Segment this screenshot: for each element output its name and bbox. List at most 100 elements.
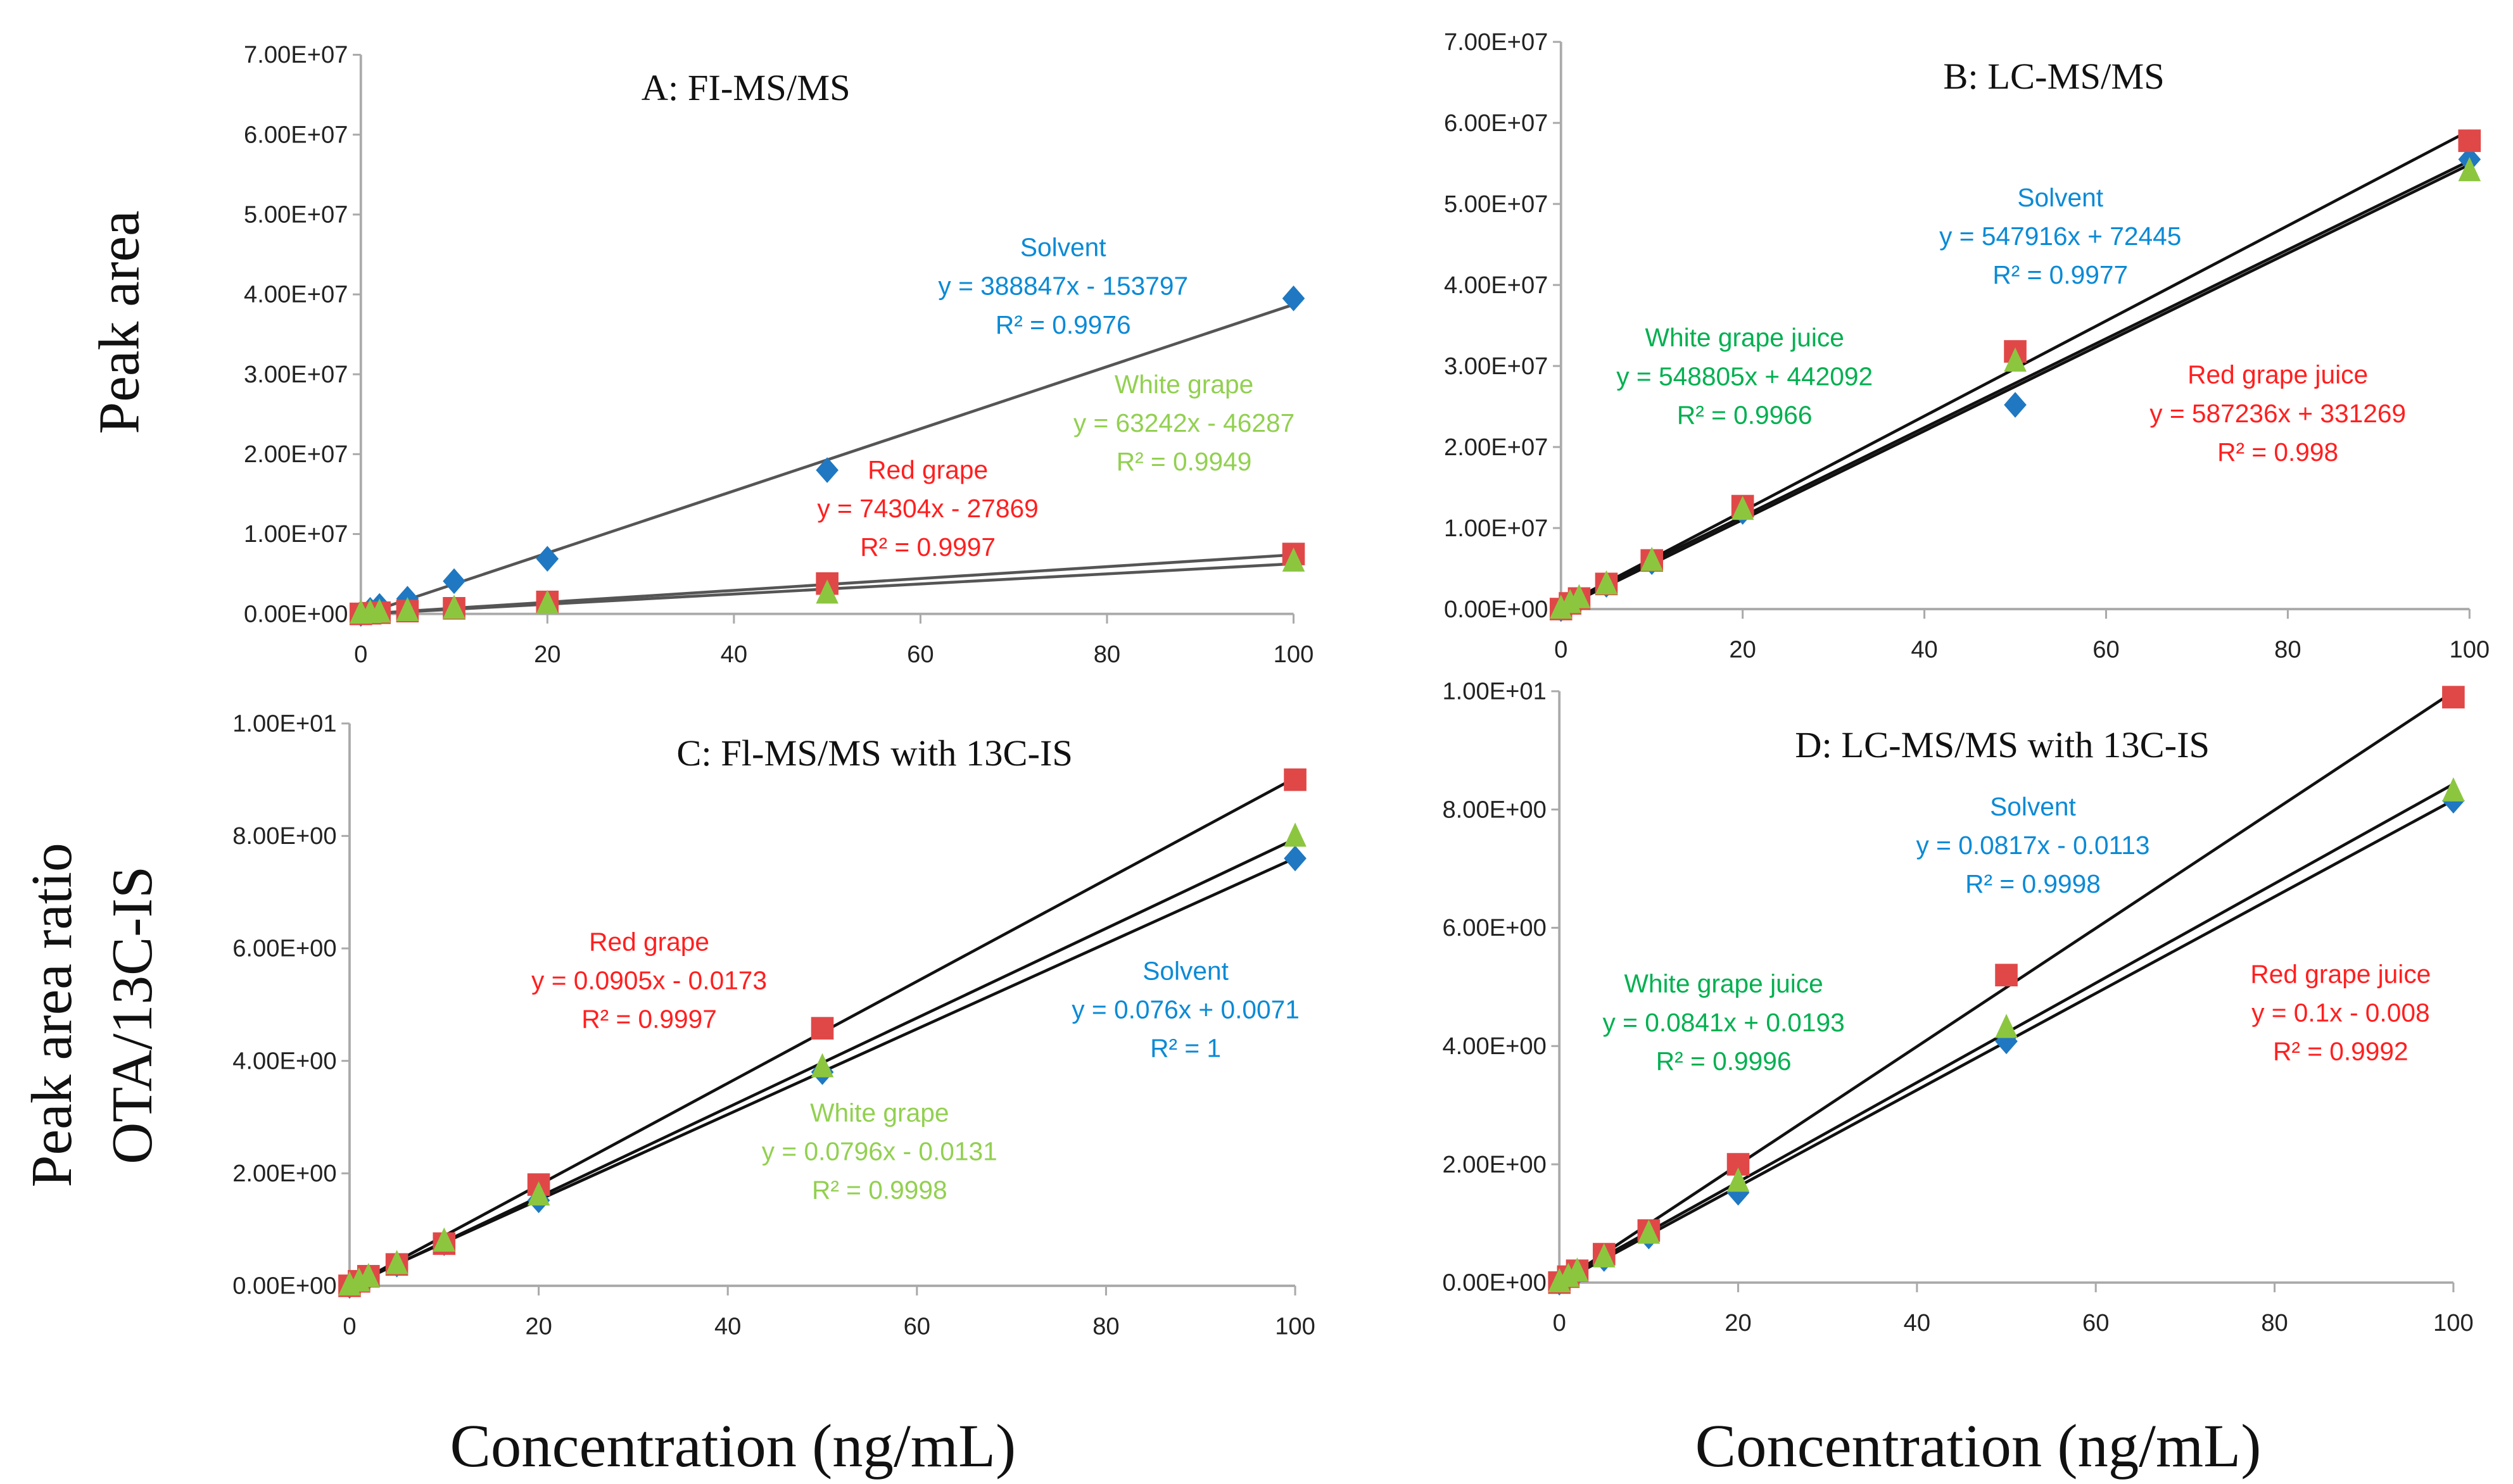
data-point-white-grape [443, 594, 465, 619]
panel-title: D: LC-MS/MS with 13C-IS [1795, 724, 2210, 765]
data-point-white-grape-juice [1995, 1014, 2018, 1038]
annotation-solvent-label: Solvent [1990, 792, 2076, 821]
y-tick-label: 6.00E+00 [232, 935, 336, 962]
annotation-red-grape-r2: R² = 0.9997 [860, 532, 996, 562]
x-tick-label: 100 [1275, 1312, 1315, 1340]
x-tick-label: 100 [2433, 1309, 2474, 1336]
data-point-solvent [1282, 285, 1305, 311]
annotation-white-grape-label: White grape [810, 1098, 949, 1127]
y-tick-label: 2.00E+00 [232, 1160, 336, 1187]
annotation-red-grape-juice-r2: R² = 0.9992 [2273, 1037, 2409, 1066]
data-point-white-grape [1284, 822, 1307, 847]
annotation-red-grape-equation: y = 74304x - 27869 [817, 494, 1038, 523]
data-point-white-grape [368, 598, 391, 623]
y-tick-label: 1.00E+01 [1442, 678, 1546, 705]
panel-title: C: Fl-MS/MS with 13C-IS [676, 733, 1073, 774]
y-axis-title-bottom-line1: Peak area ratio [19, 843, 84, 1187]
panel-title: A: FI-MS/MS [642, 67, 851, 108]
annotation-solvent-label: Solvent [1143, 956, 1229, 985]
x-axis-title-left: Concentration (ng/mL) [450, 1412, 1016, 1480]
x-tick-label: 60 [904, 1312, 930, 1340]
x-tick-label: 0 [354, 641, 367, 668]
data-point-white-grape-juice [1567, 584, 1591, 608]
y-tick-label: 2.00E+00 [1442, 1151, 1546, 1178]
data-point-white-grape [396, 596, 419, 622]
x-tick-label: 20 [1725, 1309, 1751, 1336]
annotation-red-grape-juice-label: Red grape juice [2250, 959, 2431, 988]
y-tick-label: 4.00E+07 [244, 281, 348, 308]
y-axis-title-top: Peak area [87, 210, 151, 434]
annotation-red-grape-juice-equation: y = 0.1x - 0.008 [2251, 998, 2430, 1028]
annotation-solvent-equation: y = 0.0817x - 0.0113 [1916, 831, 2150, 860]
data-point-white-grape-juice [1566, 1257, 1589, 1282]
y-tick-label: 2.00E+07 [1444, 434, 1548, 461]
y-tick-label: 4.00E+07 [1444, 272, 1548, 299]
annotation-solvent-label: Solvent [2017, 183, 2103, 212]
y-tick-label: 7.00E+07 [244, 41, 348, 68]
y-tick-label: 5.00E+07 [1444, 191, 1548, 218]
trendline-red-grape-juice [1558, 690, 2455, 1285]
data-point-white-grape [385, 1250, 408, 1274]
data-point-white-grape-juice [2442, 777, 2465, 802]
x-tick-label: 60 [907, 641, 934, 668]
annotation-white-grape-juice-label: White grape juice [1624, 969, 1823, 998]
annotation-solvent-label: Solvent [1020, 233, 1106, 262]
data-point-red-grape [1284, 768, 1307, 791]
annotation-solvent-equation: y = 388847x - 153797 [938, 272, 1188, 301]
data-point-white-grape-juice [1726, 1167, 1750, 1192]
y-tick-label: 3.00E+07 [1444, 353, 1548, 380]
annotation-red-grape-juice-r2: R² = 0.998 [2217, 437, 2338, 467]
x-tick-label: 80 [1092, 1312, 1119, 1340]
data-point-white-grape-juice [1637, 1219, 1661, 1244]
y-tick-label: 5.00E+07 [244, 201, 348, 229]
y-tick-label: 6.00E+00 [1442, 914, 1546, 941]
data-point-solvent [443, 568, 465, 594]
y-tick-label: 4.00E+00 [1442, 1033, 1546, 1060]
x-tick-label: 60 [2092, 636, 2119, 663]
chart-panel-a: 0.00E+00 1.00E+07 2.00E+07 3.00E+07 4.00E+07… [244, 41, 1313, 668]
data-point-white-grape [433, 1227, 456, 1252]
x-tick-label: 0 [343, 1312, 356, 1340]
y-tick-label: 6.00E+07 [244, 121, 348, 148]
annotation-solvent-r2: R² = 0.9976 [996, 310, 1131, 339]
data-point-white-grape-juice [1731, 495, 1754, 520]
data-point-white-grape-juice [1640, 546, 1664, 571]
x-tick-label: 40 [721, 641, 747, 668]
annotation-white-grape-r2: R² = 0.9998 [812, 1176, 947, 1205]
trendline-solvent [1560, 163, 2471, 610]
annotation-solvent-r2: R² = 0.9977 [1992, 260, 2128, 289]
data-point-red-grape-juice [1995, 964, 2018, 986]
y-tick-label: 1.00E+07 [1444, 515, 1548, 542]
y-tick-label: 3.00E+07 [244, 361, 348, 388]
chart-panel-d: 0.00E+00 2.00E+00 4.00E+00 6.00E+00 8.00E+00… [1442, 678, 2473, 1337]
data-point-solvent [1284, 845, 1307, 872]
x-tick-label: 60 [2082, 1309, 2109, 1336]
y-tick-label: 4.00E+00 [232, 1047, 336, 1074]
y-tick-label: 0.00E+00 [1444, 596, 1548, 623]
x-tick-label: 20 [525, 1312, 552, 1340]
y-tick-label: 0.00E+00 [1442, 1269, 1546, 1297]
x-tick-label: 100 [1274, 641, 1314, 668]
data-point-white-grape [536, 589, 559, 614]
annotation-solvent-equation: y = 0.076x + 0.0071 [1072, 995, 1300, 1024]
annotation-solvent-r2: R² = 0.9998 [1965, 869, 2101, 898]
data-point-white-grape [816, 579, 839, 604]
y-tick-label: 8.00E+00 [232, 822, 336, 850]
trendline-white-grape-juice [1560, 159, 2471, 607]
x-tick-label: 40 [1904, 1309, 1930, 1336]
annotation-red-grape-juice-equation: y = 587236x + 331269 [2149, 399, 2406, 428]
x-tick-label: 80 [1094, 641, 1120, 668]
y-tick-label: 8.00E+00 [1442, 796, 1546, 823]
data-point-white-grape [1282, 547, 1305, 572]
y-tick-label: 0.00E+00 [232, 1273, 336, 1300]
y-axis-title-bottom-line2: OTA/13C-IS [99, 866, 164, 1164]
data-point-white-grape-juice [1595, 570, 1618, 594]
annotation-white-grape-juice-equation: y = 0.0841x + 0.0193 [1603, 1008, 1845, 1037]
annotation-red-grape-label: Red grape [868, 455, 988, 484]
data-point-red-grape-juice [2442, 686, 2465, 708]
annotation-white-grape-equation: y = 63242x - 46287 [1073, 408, 1294, 437]
annotation-red-grape-label: Red grape [589, 928, 709, 957]
x-tick-label: 100 [2449, 636, 2490, 663]
data-point-white-grape [527, 1181, 550, 1206]
